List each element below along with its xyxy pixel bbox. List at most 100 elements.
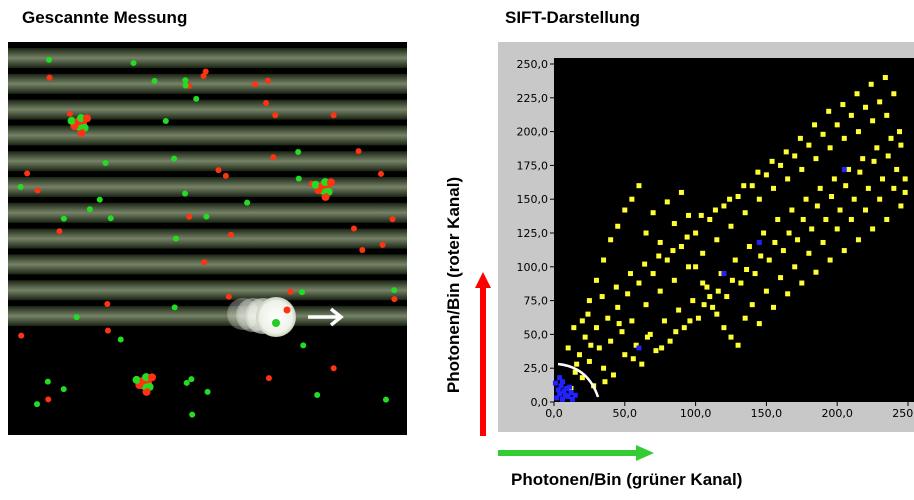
x-tick-label: 100,0 <box>680 407 712 420</box>
data-point <box>586 358 592 364</box>
data-point <box>778 162 784 168</box>
data-point <box>712 207 718 213</box>
data-point <box>693 230 699 236</box>
data-point <box>823 216 829 222</box>
data-point <box>799 166 805 172</box>
data-point <box>766 257 772 263</box>
data-point <box>707 294 713 300</box>
data-point <box>763 172 769 178</box>
data-point <box>770 304 776 310</box>
data-point <box>729 277 735 283</box>
data-point <box>854 91 860 97</box>
data-point <box>755 169 761 175</box>
data-point <box>846 166 852 172</box>
data-point <box>690 298 696 304</box>
data-point <box>653 348 659 354</box>
data-point <box>792 264 798 270</box>
data-point <box>568 390 574 396</box>
data-point <box>659 345 665 351</box>
data-points <box>552 75 908 402</box>
data-point <box>676 307 682 313</box>
data-point <box>569 396 575 402</box>
data-point <box>884 112 890 118</box>
data-point <box>756 321 762 327</box>
data-point <box>897 129 903 135</box>
data-point <box>797 135 803 141</box>
data-point <box>644 334 650 340</box>
data-point <box>636 183 642 189</box>
data-point <box>877 99 883 105</box>
data-point <box>564 385 570 391</box>
data-point <box>625 291 631 297</box>
x-axis-ticks: 0,0 50,0 100,0 150,0 200,0 250,0 <box>545 402 914 420</box>
data-point <box>629 318 635 324</box>
data-point <box>593 325 599 331</box>
data-point <box>763 288 769 294</box>
plot-area <box>554 58 914 402</box>
data-point <box>593 277 599 283</box>
data-point <box>841 166 847 172</box>
data-point <box>891 91 897 97</box>
data-point <box>827 257 833 263</box>
y-tick-label: 75,0 <box>524 295 549 308</box>
data-point <box>721 325 727 331</box>
data-point <box>557 391 563 397</box>
data-point <box>718 271 724 277</box>
y-tick-label: 200,0 <box>517 126 549 139</box>
data-point <box>785 176 791 182</box>
data-point <box>562 392 568 398</box>
data-point <box>809 226 815 232</box>
data-point <box>780 248 786 254</box>
data-point <box>629 196 635 202</box>
data-point <box>855 129 861 135</box>
data-point <box>885 153 891 159</box>
data-point <box>571 325 577 331</box>
data-point <box>687 318 693 324</box>
data-point <box>673 329 679 335</box>
data-point <box>714 237 720 243</box>
data-point <box>851 196 857 202</box>
data-point <box>871 158 877 164</box>
data-point <box>724 294 730 300</box>
data-point <box>792 153 798 159</box>
data-point <box>744 267 750 273</box>
data-point <box>574 361 580 367</box>
data-point <box>806 250 812 256</box>
data-point <box>615 223 621 229</box>
data-point <box>870 226 876 232</box>
data-point <box>642 261 648 267</box>
scan-direction-arrow <box>308 307 344 327</box>
data-point <box>813 269 819 275</box>
data-point <box>608 338 614 344</box>
data-point <box>735 193 741 199</box>
data-point <box>863 104 869 110</box>
data-point <box>870 118 876 124</box>
y-tick-label: 100,0 <box>517 261 549 274</box>
data-point <box>619 329 625 335</box>
data-point <box>837 207 843 213</box>
y-tick-label: 175,0 <box>517 159 549 172</box>
data-point <box>622 352 628 358</box>
y-tick-label: 50,0 <box>524 328 549 341</box>
data-point <box>749 183 755 189</box>
data-point <box>735 342 741 348</box>
data-point <box>678 244 684 250</box>
data-point <box>650 271 656 277</box>
y-tick-label: 150,0 <box>517 193 549 206</box>
data-point <box>752 271 758 277</box>
data-point <box>800 216 806 222</box>
data-point <box>656 253 662 259</box>
data-point <box>756 196 762 202</box>
data-point <box>732 257 738 263</box>
data-point <box>565 345 571 351</box>
data-point <box>727 196 733 202</box>
y-tick-label: 250,0 <box>517 58 549 71</box>
data-point <box>610 372 616 378</box>
data-point <box>684 234 690 240</box>
data-point <box>695 315 701 321</box>
data-point <box>834 226 840 232</box>
data-point <box>558 383 564 389</box>
data-point <box>670 248 676 254</box>
data-point <box>627 271 633 277</box>
data-point <box>813 156 819 162</box>
